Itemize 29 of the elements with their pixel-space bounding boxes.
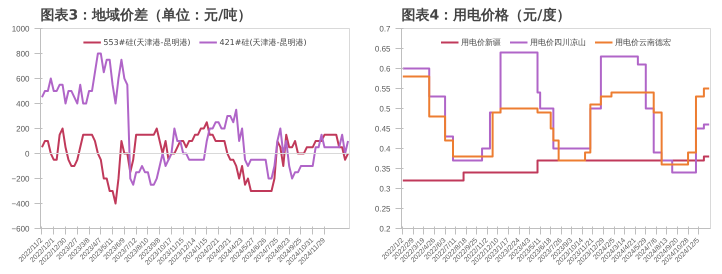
line-series — [40, 121, 350, 204]
y-tick-label: 0.45 — [374, 124, 392, 134]
chart-title: 图表4：用电价格（元/度） — [402, 6, 570, 24]
y-tick-label: 0.7 — [379, 24, 392, 34]
y-tick-label: 0.35 — [374, 164, 392, 174]
y-tick-label: 600 — [16, 74, 30, 84]
y-tick-label: 0.6 — [379, 64, 392, 74]
y-tick-label: 0.4 — [379, 144, 392, 154]
y-tick-label: 0.55 — [374, 84, 392, 94]
legend-label: 用电价四川凉山 — [530, 36, 586, 48]
y-tick-label: 0 — [25, 150, 30, 158]
y-tick-label: 800 — [16, 50, 30, 58]
legend-label: 用电价新疆 — [461, 36, 501, 48]
chart-title: 图表3：地域价差（单位：元/吨） — [40, 8, 252, 24]
y-tick-label: 0.5 — [379, 104, 392, 114]
y-tick-label: 200 — [16, 124, 30, 134]
y-tick-label: 400 — [16, 100, 30, 108]
legend-label: 421#硅(天津港-昆明港) — [220, 36, 307, 48]
y-tick-label: −600 — [11, 224, 30, 234]
legend-label: 用电价云南德宏 — [615, 36, 671, 48]
y-tick-label: 1000 — [12, 24, 30, 34]
line-series — [40, 52, 350, 186]
y-tick-label: 0.65 — [374, 44, 392, 54]
y-tick-label: −400 — [11, 200, 30, 208]
legend-label: 553#硅(天津港-昆明港) — [103, 36, 190, 48]
y-tick-label: 0.2 — [379, 224, 392, 234]
y-tick-label: 0.25 — [374, 204, 392, 214]
y-tick-label: 0.3 — [379, 184, 392, 194]
y-tick-label: −200 — [11, 174, 30, 184]
